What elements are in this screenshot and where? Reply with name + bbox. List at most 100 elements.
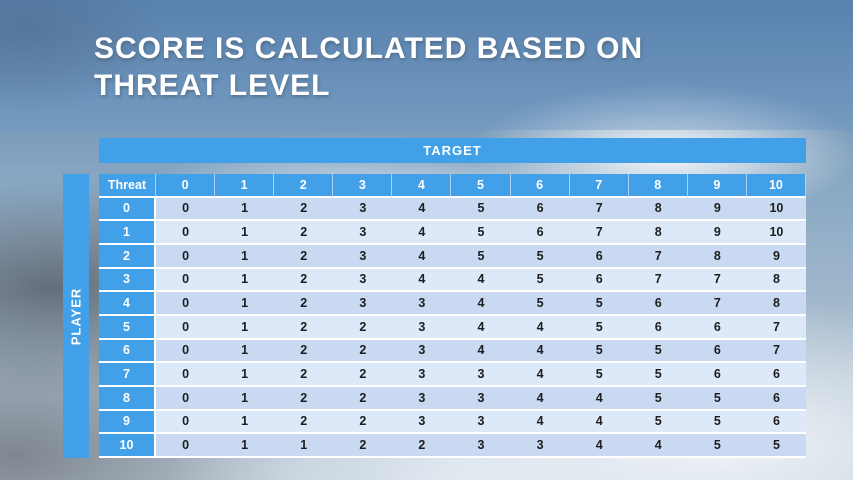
score-cell: 0	[156, 339, 216, 364]
score-cell: 5	[451, 197, 511, 222]
score-cell: 3	[392, 339, 452, 364]
score-cell: 8	[746, 268, 806, 293]
score-cell: 4	[569, 410, 629, 435]
score-cell: 9	[687, 221, 747, 245]
score-cell: 8	[746, 292, 806, 316]
score-cell: 1	[215, 221, 275, 245]
score-cell: 6	[746, 410, 806, 435]
score-cell: 0	[156, 363, 216, 387]
score-cell: 4	[392, 244, 452, 269]
score-cell: 5	[687, 434, 747, 458]
score-cell: 2	[274, 315, 334, 340]
score-cell: 7	[687, 292, 747, 316]
column-header-1: 1	[215, 174, 275, 198]
score-cell: 5	[746, 434, 806, 458]
score-cell: 4	[569, 434, 629, 458]
score-cell: 3	[333, 292, 393, 316]
score-cell: 3	[510, 434, 570, 458]
score-cell: 5	[510, 268, 570, 293]
row-header-3: 3	[99, 268, 156, 293]
score-cell: 10	[746, 221, 806, 245]
score-cell: 6	[510, 197, 570, 222]
score-cell: 4	[510, 363, 570, 387]
column-header-0: 0	[156, 174, 216, 198]
score-cell: 8	[687, 244, 747, 269]
score-cell: 3	[392, 292, 452, 316]
score-cell: 3	[451, 363, 511, 387]
score-cell: 2	[274, 339, 334, 364]
score-cell: 6	[746, 386, 806, 411]
score-cell: 2	[274, 268, 334, 293]
row-header-10: 10	[99, 434, 156, 458]
title-banner: SCORE IS CALCULATED BASED ON THREAT LEVE…	[0, 0, 853, 130]
score-cell: 6	[628, 292, 688, 316]
player-header-bar: PLAYER	[63, 174, 89, 458]
score-cell: 2	[333, 386, 393, 411]
row-header-2: 2	[99, 244, 156, 269]
score-cell: 5	[569, 363, 629, 387]
score-cell: 5	[687, 386, 747, 411]
score-cell: 1	[215, 197, 275, 222]
column-header-6: 6	[510, 174, 570, 198]
target-header-bar: TARGET	[99, 138, 806, 163]
score-cell: 7	[687, 268, 747, 293]
score-cell: 1	[215, 363, 275, 387]
slide-title-line2: THREAT LEVEL	[94, 69, 331, 102]
score-cell: 2	[274, 221, 334, 245]
score-cell: 4	[451, 315, 511, 340]
score-cell: 2	[333, 363, 393, 387]
score-cell: 1	[215, 434, 275, 458]
score-cell: 7	[628, 268, 688, 293]
score-cell: 8	[628, 221, 688, 245]
score-cell: 7	[628, 244, 688, 269]
score-cell: 7	[569, 197, 629, 222]
column-header-7: 7	[569, 174, 629, 198]
score-cell: 2	[392, 434, 452, 458]
score-cell: 7	[569, 221, 629, 245]
score-cell: 3	[451, 410, 511, 435]
score-cell: 3	[333, 221, 393, 245]
score-cell: 1	[215, 244, 275, 269]
score-cell: 1	[215, 386, 275, 411]
row-header-8: 8	[99, 386, 156, 411]
score-cell: 10	[746, 197, 806, 222]
row-header-7: 7	[99, 363, 156, 387]
score-cell: 0	[156, 386, 216, 411]
score-cell: 7	[746, 339, 806, 364]
score-cell: 5	[510, 244, 570, 269]
score-cell: 5	[628, 386, 688, 411]
score-cell: 4	[451, 292, 511, 316]
score-cell: 2	[333, 410, 393, 435]
score-cell: 4	[451, 268, 511, 293]
score-cell: 0	[156, 221, 216, 245]
score-cell: 1	[215, 339, 275, 364]
column-header-9: 9	[687, 174, 747, 198]
score-cell: 4	[628, 434, 688, 458]
score-cell: 5	[510, 292, 570, 316]
score-cell: 0	[156, 292, 216, 316]
score-cell: 5	[569, 339, 629, 364]
score-cell: 8	[628, 197, 688, 222]
table-corner-threat-label: Threat	[99, 174, 156, 198]
score-table: Threat 0 1 2 3 4 5 6 7 8 9 10 0 0 1 2 3 4 5 6 7 8 9 10 1 0 1 2 3 4 5 6 7…	[99, 174, 806, 458]
score-cell: 9	[746, 244, 806, 269]
row-header-1: 1	[99, 221, 156, 245]
score-cell: 1	[274, 434, 334, 458]
row-header-5: 5	[99, 315, 156, 340]
score-cell: 0	[156, 244, 216, 269]
score-cell: 4	[510, 339, 570, 364]
score-cell: 1	[215, 268, 275, 293]
score-cell: 5	[628, 363, 688, 387]
score-cell: 0	[156, 410, 216, 435]
score-cell: 6	[687, 363, 747, 387]
score-cell: 3	[392, 363, 452, 387]
score-cell: 6	[746, 363, 806, 387]
score-cell: 9	[687, 197, 747, 222]
score-cell: 0	[156, 197, 216, 222]
score-cell: 4	[510, 410, 570, 435]
score-cell: 7	[746, 315, 806, 340]
score-cell: 5	[569, 292, 629, 316]
score-cell: 2	[274, 292, 334, 316]
score-cell: 4	[510, 386, 570, 411]
